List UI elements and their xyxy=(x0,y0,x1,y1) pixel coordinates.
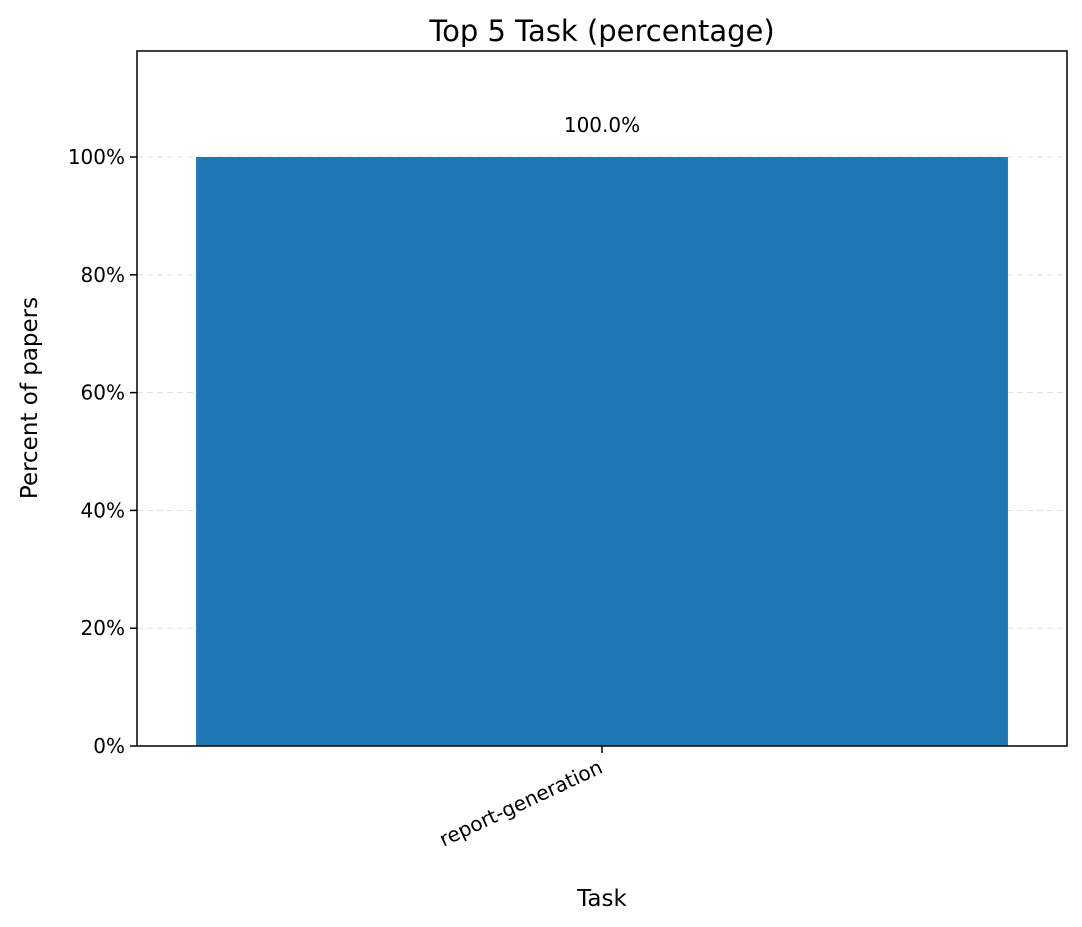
y-axis-label: Percent of papers xyxy=(17,297,43,499)
data-labels: 100.0% xyxy=(564,113,640,137)
y-tick-label: 80% xyxy=(81,263,125,287)
chart-title: Top 5 Task (percentage) xyxy=(428,14,774,48)
x-axis-label: Task xyxy=(576,886,627,912)
y-tick-label: 40% xyxy=(81,498,125,522)
y-ticks: 0% 20% 40% 60% 80% 100% xyxy=(68,145,137,758)
y-tick-label: 60% xyxy=(81,381,125,405)
y-tick-label: 0% xyxy=(93,734,125,758)
y-tick-label: 20% xyxy=(81,616,125,640)
x-tick-label: report-generation xyxy=(435,755,606,852)
bar-report-generation xyxy=(196,157,1008,746)
x-ticks: report-generation xyxy=(435,746,606,851)
bars xyxy=(196,157,1008,746)
data-label: 100.0% xyxy=(564,113,640,137)
y-tick-label: 100% xyxy=(68,145,125,169)
